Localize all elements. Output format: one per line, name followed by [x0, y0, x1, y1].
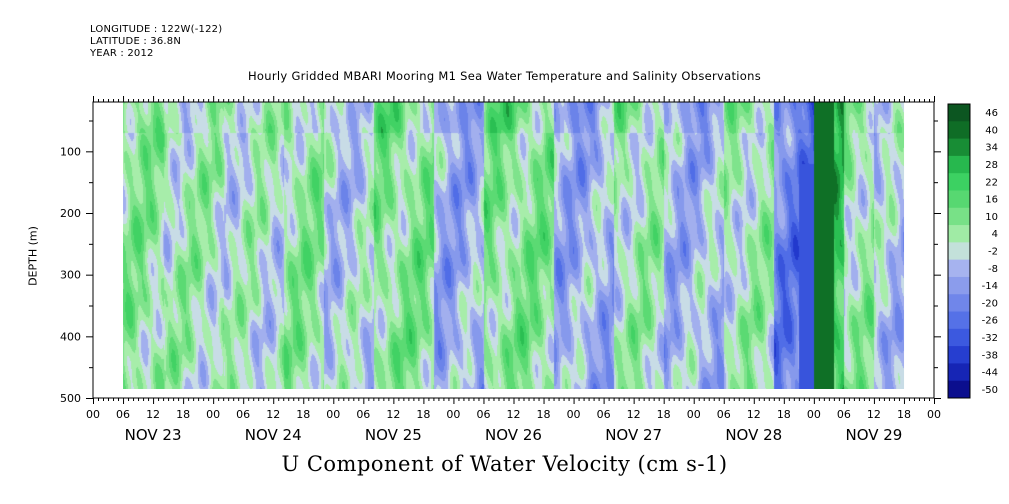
colorbar-swatch [948, 259, 970, 278]
colorbar-label: -38 [982, 350, 998, 361]
x-hour-tick-label: 06 [597, 408, 611, 421]
velocity-field-image [123, 102, 905, 389]
x-hour-tick-label: 06 [116, 408, 130, 421]
colorbar-label: -32 [982, 333, 998, 344]
colorbar-label: -44 [982, 368, 998, 379]
x-hour-tick-label: 18 [176, 408, 190, 421]
x-hour-tick-label: 18 [296, 408, 310, 421]
colorbar-label: 40 [985, 125, 998, 136]
colorbar-swatch [948, 190, 970, 209]
colorbar-label: 34 [985, 143, 998, 154]
x-hour-tick-label: 06 [476, 408, 490, 421]
x-hour-tick-label: 18 [897, 408, 911, 421]
x-hour-tick-label: 06 [717, 408, 731, 421]
x-hour-tick-label: 06 [837, 408, 851, 421]
latitude-label: LATITUDE : 36.8N [90, 36, 182, 47]
x-hour-tick-label: 00 [927, 408, 941, 421]
x-hour-tick-label: 18 [777, 408, 791, 421]
x-hour-tick-label: 06 [356, 408, 370, 421]
x-axis-title: U Component of Water Velocity (cm s-1) [281, 452, 728, 476]
x-hour-tick-label: 18 [416, 408, 430, 421]
colorbar-label: -20 [982, 298, 998, 309]
colorbar-swatch [948, 155, 970, 174]
colorbar-label: 22 [985, 177, 998, 188]
x-hour-tick-label: 00 [807, 408, 821, 421]
x-hour-tick-label: 12 [386, 408, 400, 421]
x-hour-tick-label: 12 [747, 408, 761, 421]
year-label: YEAR : 2012 [90, 48, 154, 59]
x-hour-tick-label: 00 [446, 408, 460, 421]
x-hour-tick-label: 06 [236, 408, 250, 421]
colorbar-frame [947, 103, 971, 399]
x-hour-tick-label: 00 [567, 408, 581, 421]
y-tick-label: 500 [60, 392, 81, 405]
colorbar-swatch [948, 328, 970, 347]
y-tick-label: 100 [60, 145, 81, 158]
colorbar-label: 4 [992, 229, 998, 240]
colorbar-label: 46 [985, 108, 998, 119]
x-day-label: NOV 29 [845, 426, 902, 444]
x-hour-tick-label: 12 [867, 408, 881, 421]
colorbar-label: 10 [985, 212, 998, 223]
colorbar-swatch [948, 294, 970, 313]
colorbar-label: -26 [982, 316, 998, 327]
colorbar-label: 28 [985, 160, 998, 171]
y-tick-label: 300 [60, 269, 81, 282]
y-tick-label: 400 [60, 330, 81, 343]
x-hour-tick-label: 12 [146, 408, 160, 421]
x-hour-tick-label: 00 [86, 408, 100, 421]
x-hour-tick-label: 12 [266, 408, 280, 421]
x-hour-tick-label: 00 [326, 408, 340, 421]
x-day-label: NOV 25 [365, 426, 422, 444]
colorbar-swatch [948, 363, 970, 382]
colorbar-label: -50 [982, 385, 998, 396]
colorbar-swatch [948, 276, 970, 295]
y-tick-label: 200 [60, 207, 81, 220]
colorbar-swatch [948, 104, 970, 122]
colorbar-label: -8 [988, 264, 998, 275]
x-hour-tick-label: 00 [206, 408, 220, 421]
x-hour-tick-label: 00 [687, 408, 701, 421]
x-day-label: NOV 28 [725, 426, 782, 444]
colorbar-swatch [948, 225, 970, 243]
x-day-label: NOV 27 [605, 426, 662, 444]
x-hour-tick-label: 18 [657, 408, 671, 421]
colorbar-label: 16 [985, 195, 998, 206]
longitude-label: LONGITUDE : 122W(-122) [90, 24, 223, 35]
colorbar-label: -2 [988, 247, 998, 258]
colorbar-label: -14 [982, 281, 998, 292]
colorbar-swatch [948, 311, 970, 330]
x-hour-tick-label: 18 [537, 408, 551, 421]
colorbar-swatch [948, 380, 970, 399]
colorbar-swatch [948, 173, 970, 191]
colorbar-swatch [948, 138, 970, 157]
x-day-label: NOV 26 [485, 426, 542, 444]
x-hour-tick-label: 12 [627, 408, 641, 421]
x-day-label: NOV 23 [125, 426, 182, 444]
colorbar-swatch [948, 121, 970, 140]
colorbar-swatch [948, 242, 970, 261]
colorbar-swatch [948, 207, 970, 226]
colorbar-swatch [948, 346, 970, 364]
x-day-label: NOV 24 [245, 426, 302, 444]
chart-title: Hourly Gridded MBARI Mooring M1 Sea Wate… [247, 69, 762, 83]
x-hour-tick-label: 12 [507, 408, 521, 421]
